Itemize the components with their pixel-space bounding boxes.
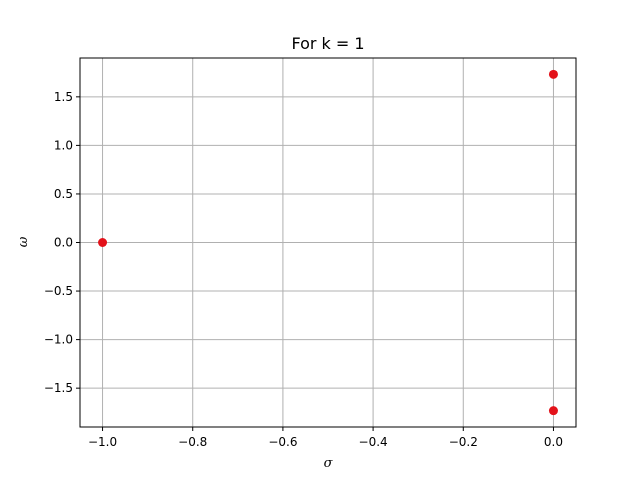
x-tick-label: −1.0 — [88, 435, 117, 449]
data-point — [548, 69, 558, 79]
x-axis-ticks: −1.0 −0.8 −0.6 −0.4 −0.2 0.0 — [88, 427, 563, 449]
y-axis-label: ω — [16, 236, 31, 247]
y-axis-ticks: 1.5 1.0 0.5 0.0 −0.5 −1.0 −1.5 — [44, 90, 80, 395]
y-tick-label: 0.5 — [54, 187, 73, 201]
data-point — [98, 238, 108, 247]
chart-title: For k = 1 — [291, 34, 364, 53]
y-tick-label: 1.5 — [54, 90, 73, 104]
y-tick-label: −1.0 — [44, 333, 73, 347]
y-tick-label: 0.0 — [54, 236, 73, 250]
x-tick-label: 0.0 — [544, 435, 563, 449]
x-tick-label: −0.6 — [268, 435, 297, 449]
data-point — [548, 406, 558, 416]
y-tick-label: 1.0 — [54, 138, 73, 152]
x-tick-label: −0.8 — [178, 435, 207, 449]
y-tick-label: −1.5 — [44, 381, 73, 395]
y-tick-label: −0.5 — [44, 284, 73, 298]
x-tick-label: −0.2 — [449, 435, 478, 449]
grid-lines — [80, 58, 576, 427]
data-points — [98, 69, 558, 416]
x-tick-label: −0.4 — [359, 435, 388, 449]
x-axis-label: σ — [324, 456, 334, 471]
